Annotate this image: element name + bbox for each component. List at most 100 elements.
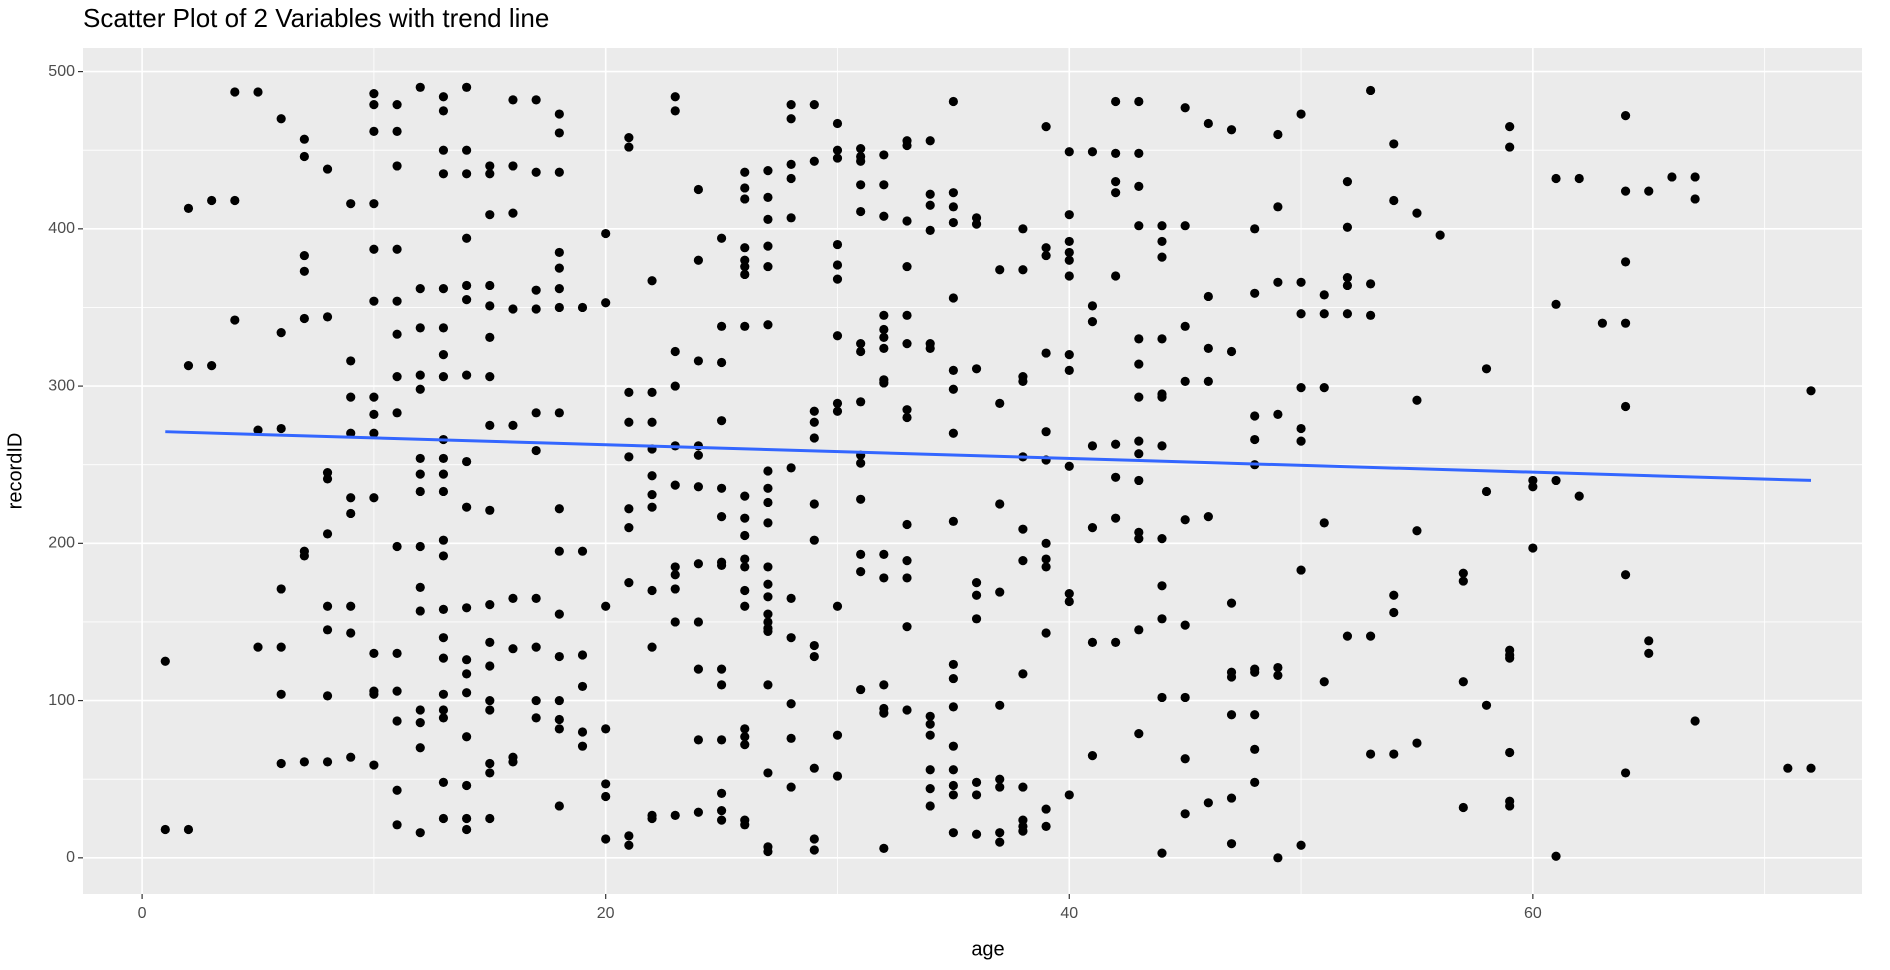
point [508, 208, 518, 218]
point [531, 167, 541, 177]
point [786, 114, 796, 124]
point [624, 504, 634, 514]
point [415, 370, 425, 380]
point [832, 730, 843, 740]
point [1342, 177, 1353, 187]
point [693, 184, 704, 195]
point [971, 614, 982, 624]
point [485, 600, 495, 610]
point [740, 530, 750, 541]
point [508, 304, 518, 314]
point [1087, 147, 1098, 157]
point [1203, 291, 1213, 302]
point [601, 724, 611, 734]
point [786, 173, 796, 184]
point [925, 784, 935, 794]
point [392, 100, 402, 110]
point [1296, 309, 1306, 319]
point [554, 714, 564, 725]
point [1018, 524, 1028, 534]
point [369, 409, 379, 419]
point [322, 474, 333, 484]
point [1389, 590, 1399, 600]
point [276, 114, 286, 124]
point [693, 450, 704, 460]
point [763, 592, 773, 602]
point [369, 648, 379, 659]
point [693, 356, 704, 366]
point [230, 87, 240, 97]
point [832, 239, 843, 250]
point [508, 161, 518, 171]
point [1551, 475, 1561, 486]
point [485, 161, 495, 171]
point [462, 370, 472, 380]
point [415, 743, 425, 753]
point [1620, 401, 1631, 412]
point [902, 140, 912, 151]
point [485, 505, 495, 515]
point [1180, 692, 1190, 703]
point [1226, 598, 1237, 608]
point [369, 199, 379, 209]
point [485, 372, 495, 382]
point [879, 180, 889, 190]
point [856, 339, 866, 349]
point [1064, 247, 1074, 258]
point [925, 765, 935, 775]
point [971, 829, 982, 839]
point [763, 166, 773, 176]
point [1528, 482, 1538, 492]
point [485, 758, 495, 769]
point [392, 372, 402, 382]
point [160, 824, 170, 835]
point [1250, 744, 1260, 754]
point [879, 332, 889, 342]
point [438, 813, 449, 824]
point [809, 156, 819, 166]
point [462, 669, 472, 679]
point [554, 167, 564, 177]
point [856, 397, 866, 407]
point [716, 357, 727, 368]
point [832, 331, 843, 341]
point [253, 642, 263, 652]
point [1018, 376, 1028, 386]
point [832, 260, 843, 270]
point [809, 651, 819, 662]
point [809, 100, 819, 110]
point [1412, 738, 1422, 748]
point [925, 200, 935, 210]
point [1064, 365, 1074, 375]
point [1342, 272, 1353, 283]
point [971, 578, 982, 588]
point [1412, 526, 1422, 536]
point [1134, 221, 1144, 231]
point [299, 757, 309, 767]
point [624, 578, 634, 588]
point [369, 296, 379, 306]
point [322, 467, 333, 478]
point [1226, 125, 1237, 135]
point [832, 406, 843, 416]
point [1620, 257, 1631, 267]
point [485, 420, 495, 430]
point [508, 644, 518, 654]
point [856, 156, 866, 166]
point [1528, 475, 1538, 486]
point [1806, 763, 1816, 773]
point [1064, 461, 1074, 471]
point [1134, 148, 1144, 158]
point [647, 387, 657, 397]
point [740, 732, 750, 742]
point [392, 785, 402, 795]
point [438, 350, 449, 360]
point [1505, 653, 1515, 663]
point [809, 433, 819, 443]
point [995, 499, 1005, 509]
point [1064, 790, 1074, 800]
point [647, 276, 657, 286]
point [948, 428, 958, 438]
point [902, 556, 912, 566]
point [1481, 486, 1492, 497]
